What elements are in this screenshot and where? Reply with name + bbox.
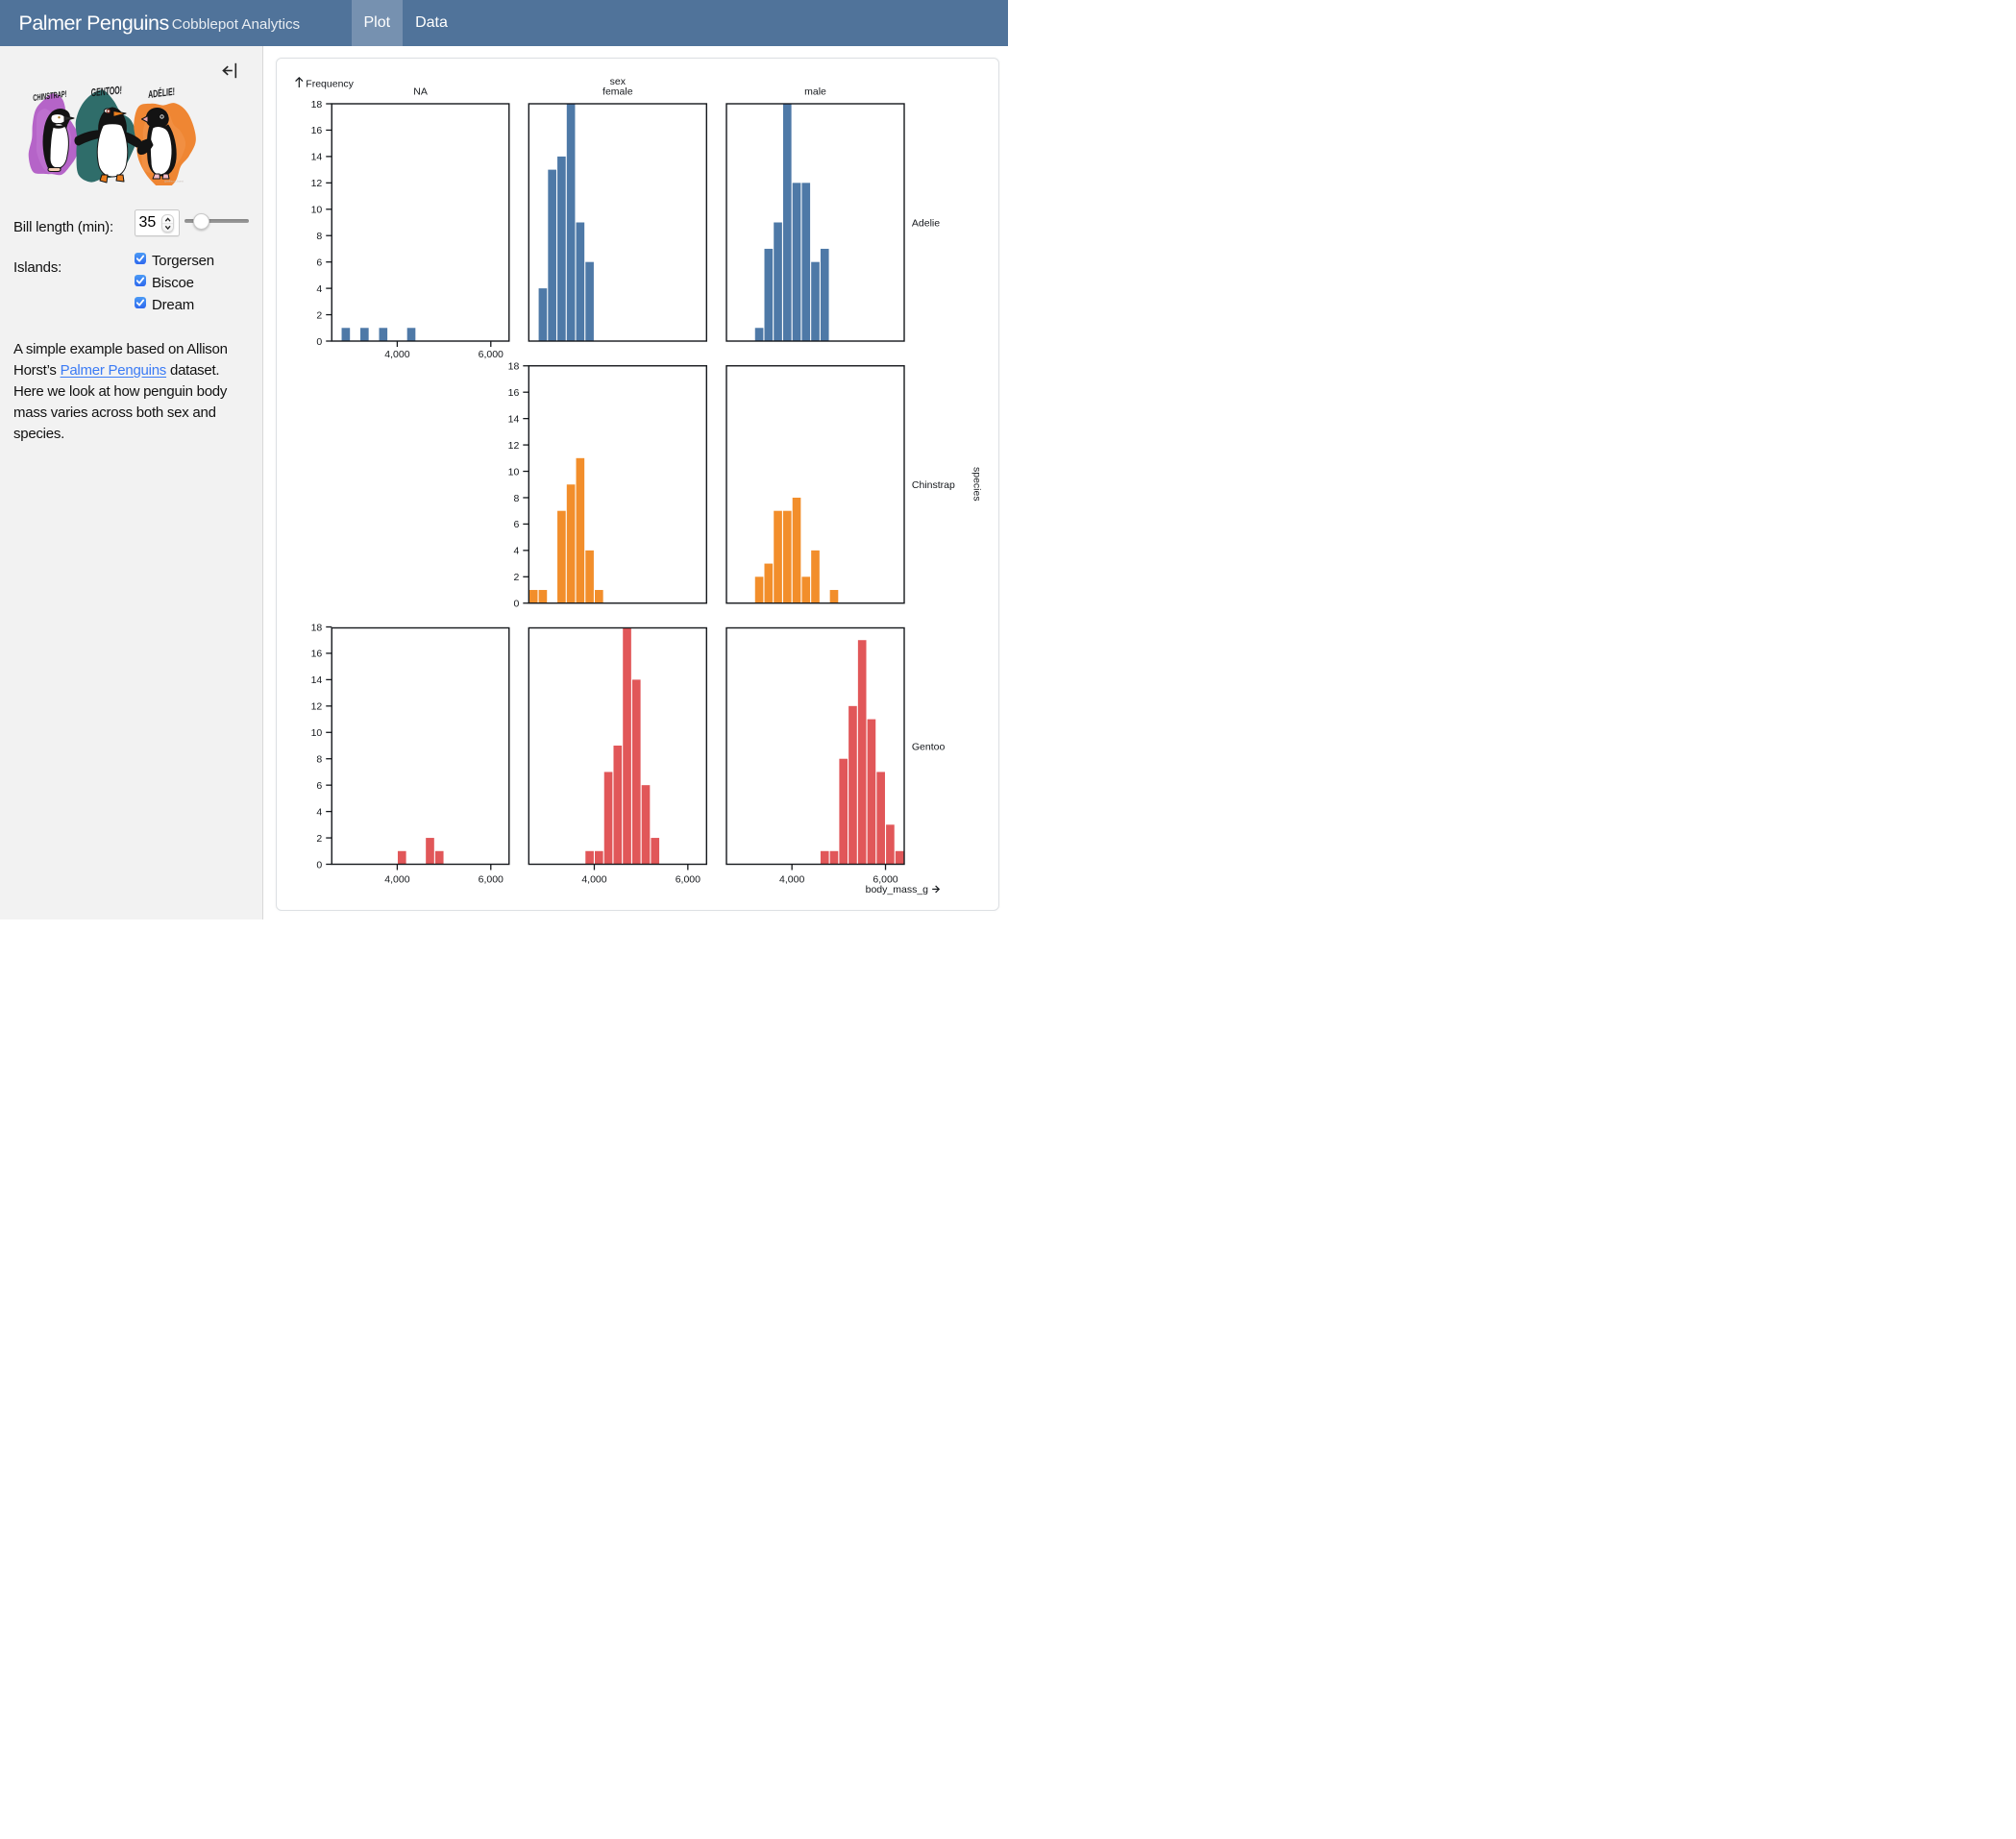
- svg-text:10: 10: [311, 727, 323, 739]
- svg-text:body_mass_g: body_mass_g: [866, 884, 929, 895]
- svg-text:16: 16: [311, 125, 323, 136]
- svg-text:GENTOO!: GENTOO!: [90, 85, 122, 100]
- svg-text:12: 12: [311, 701, 323, 713]
- svg-text:6: 6: [316, 257, 322, 268]
- svg-text:sex: sex: [610, 76, 627, 87]
- svg-text:16: 16: [311, 649, 323, 660]
- svg-text:@allison_horst: @allison_horst: [164, 180, 184, 184]
- svg-text:18: 18: [311, 622, 323, 633]
- svg-text:male: male: [804, 86, 826, 98]
- svg-text:Frequency: Frequency: [306, 79, 354, 90]
- svg-text:4,000: 4,000: [779, 874, 804, 886]
- svg-text:6,000: 6,000: [676, 874, 701, 886]
- svg-text:4,000: 4,000: [384, 349, 409, 360]
- svg-text:12: 12: [508, 440, 520, 452]
- svg-text:18: 18: [508, 361, 520, 373]
- svg-text:4: 4: [316, 283, 322, 295]
- svg-text:6,000: 6,000: [873, 874, 897, 886]
- svg-text:8: 8: [316, 754, 322, 766]
- svg-text:12: 12: [311, 178, 323, 189]
- svg-text:female: female: [602, 86, 633, 98]
- svg-text:2: 2: [513, 572, 519, 583]
- svg-text:6,000: 6,000: [479, 349, 504, 360]
- svg-text:CHINSTRAP!: CHINSTRAP!: [33, 88, 68, 103]
- svg-text:10: 10: [311, 205, 323, 216]
- svg-text:0: 0: [316, 859, 322, 870]
- svg-text:14: 14: [311, 674, 323, 686]
- svg-text:8: 8: [316, 231, 322, 242]
- svg-text:4,000: 4,000: [581, 874, 606, 886]
- svg-text:ADÉLIE!: ADÉLIE!: [147, 86, 176, 100]
- svg-text:Chinstrap: Chinstrap: [912, 479, 955, 491]
- svg-text:18: 18: [311, 99, 323, 110]
- svg-text:NA: NA: [413, 86, 428, 98]
- svg-text:6: 6: [316, 780, 322, 792]
- svg-text:4,000: 4,000: [384, 874, 409, 886]
- svg-text:4: 4: [513, 546, 519, 557]
- svg-text:2: 2: [316, 833, 322, 845]
- svg-text:4: 4: [316, 806, 322, 818]
- svg-text:6: 6: [513, 519, 519, 530]
- svg-text:6,000: 6,000: [479, 874, 504, 886]
- svg-text:16: 16: [508, 387, 520, 399]
- svg-text:2: 2: [316, 309, 322, 321]
- svg-text:Adelie: Adelie: [912, 217, 940, 229]
- svg-text:10: 10: [508, 466, 520, 478]
- svg-text:0: 0: [316, 336, 322, 348]
- svg-text:8: 8: [513, 493, 519, 504]
- svg-text:Gentoo: Gentoo: [912, 741, 946, 752]
- svg-text:14: 14: [508, 413, 520, 425]
- svg-text:species: species: [971, 467, 983, 502]
- svg-text:14: 14: [311, 152, 323, 163]
- svg-text:0: 0: [513, 599, 519, 610]
